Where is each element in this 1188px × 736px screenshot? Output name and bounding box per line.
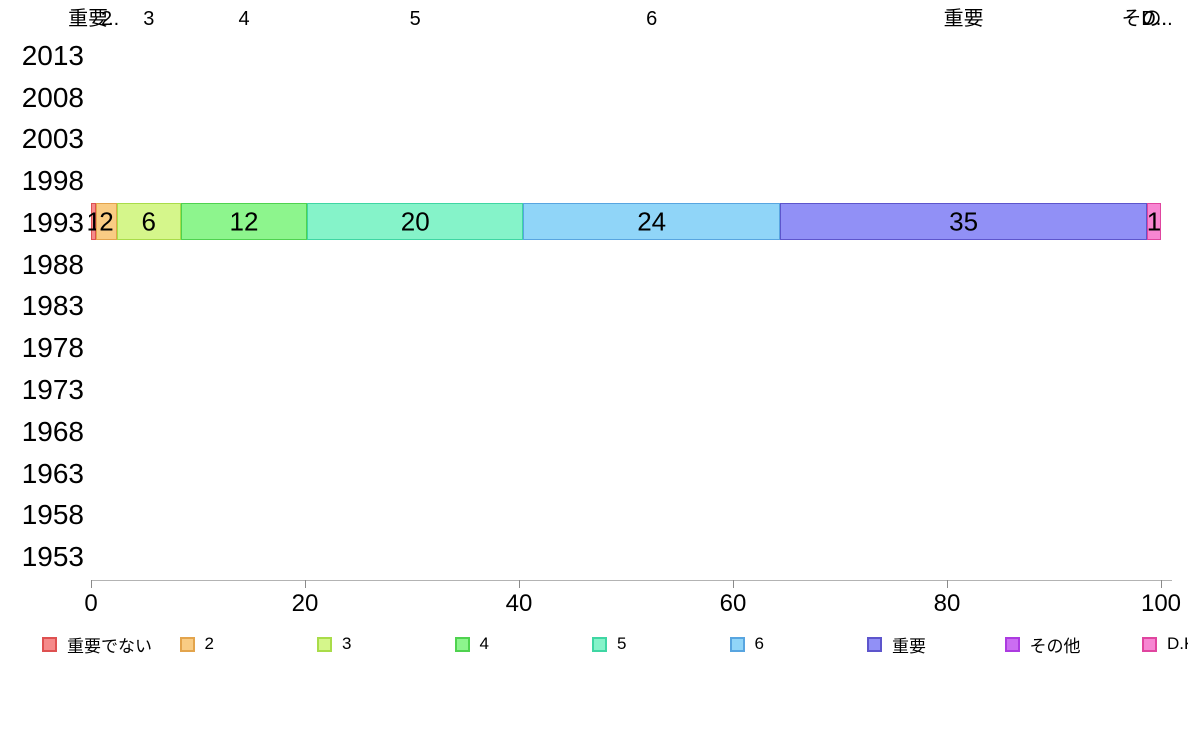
- legend-label: 2: [204, 634, 214, 653]
- x-axis-tick-label: 100: [1140, 590, 1182, 617]
- segment-top-label: 4: [238, 8, 250, 30]
- y-axis-year-label: 1988: [21, 248, 84, 280]
- x-axis-tick: [1160, 580, 1162, 588]
- legend-item: D.K.: [1142, 634, 1188, 654]
- bar-segment-9[interactable]: [1147, 203, 1161, 240]
- y-axis-year-label: 1968: [21, 415, 84, 447]
- legend-swatch: [867, 636, 882, 652]
- legend-item: 3: [317, 634, 351, 654]
- x-axis-tick-label: 60: [719, 590, 747, 617]
- legend-label: 5: [617, 634, 627, 653]
- legend-label: 重要: [892, 636, 926, 656]
- x-axis-tick-label: 40: [505, 590, 533, 617]
- legend-swatch: [179, 636, 195, 652]
- y-axis-year-label: 1973: [21, 374, 84, 406]
- segment-top-label: D..: [1141, 8, 1167, 30]
- segment-top-label: 重要..: [68, 8, 120, 30]
- segment-top-label: 重要: [943, 8, 984, 30]
- x-axis-tick: [732, 580, 734, 588]
- bar-segment-3[interactable]: [116, 203, 181, 240]
- y-axis-year-label: 1978: [21, 332, 84, 364]
- bar-value-label: 24: [637, 206, 667, 236]
- bar-value-label: 6: [141, 206, 156, 236]
- legend-swatch: [42, 636, 57, 652]
- legend-swatch: [454, 636, 470, 652]
- y-axis-year-label: 1953: [21, 541, 84, 573]
- bar-value-label: 1: [1146, 206, 1162, 236]
- segment-top-label: 3: [143, 8, 155, 30]
- x-axis-tick-label: 20: [291, 590, 319, 617]
- segment-top-labels: 重要.. 2 3 4 5 6 重要 その.. D..: [68, 6, 1173, 34]
- bar-value-label: 35: [949, 206, 979, 236]
- y-axis-year-label: 1998: [21, 165, 84, 197]
- segment-top-label: その..: [1121, 8, 1173, 30]
- x-axis-tick-label: 80: [933, 590, 961, 617]
- bar-segment-5[interactable]: [307, 203, 524, 240]
- legend-swatch: [1004, 636, 1020, 652]
- legend-item: 重要: [867, 634, 926, 656]
- segment-top-label: 6: [646, 8, 658, 30]
- legend-item: 2: [179, 634, 214, 654]
- bar-segment-7[interactable]: [780, 203, 1148, 240]
- bar-segment-1[interactable]: [91, 203, 97, 240]
- bar-value-label: 20: [400, 206, 430, 236]
- legend-label: D.K.: [1167, 634, 1188, 653]
- x-axis-tick: [304, 580, 306, 588]
- y-axis-year-label: 1993: [21, 206, 84, 238]
- legend-label: 4: [479, 634, 489, 653]
- x-axis-tick: [518, 580, 520, 588]
- legend-swatch: [729, 636, 745, 652]
- bar-value-label: 12: [229, 206, 259, 236]
- legend-item: 5: [592, 634, 626, 654]
- y-axis-year-label: 1963: [21, 457, 84, 489]
- segment-top-label: 2: [100, 8, 113, 30]
- stacked-bar-1993: 1 2 6 12 20 24 35 1: [86, 203, 1162, 240]
- legend-item: その他: [1004, 634, 1081, 656]
- y-axis-year-label: 2008: [21, 81, 84, 113]
- legend-swatch: [317, 636, 332, 652]
- y-axis-year-label: 2013: [21, 39, 84, 71]
- bar-segment-6[interactable]: [523, 203, 781, 240]
- legend-label: 3: [342, 634, 352, 653]
- x-axis-tick: [90, 580, 92, 588]
- y-axis-year-label: 1983: [21, 290, 84, 322]
- segment-top-label: 5: [409, 8, 421, 30]
- x-axis-tick-label: 0: [84, 590, 98, 617]
- x-axis-line: [91, 580, 1172, 581]
- legend-label: 重要でない: [67, 636, 152, 656]
- bar-segment-4[interactable]: [180, 203, 308, 240]
- legend-item: 6: [729, 634, 764, 654]
- bar-value-label: 2: [99, 206, 114, 236]
- legend-swatch: [1142, 636, 1157, 652]
- y-axis-year-label: 1958: [21, 499, 84, 531]
- legend-label: 6: [754, 634, 764, 653]
- y-axis-year-label: 2003: [21, 123, 84, 155]
- legend-item: 4: [454, 634, 489, 654]
- bar-segment-2[interactable]: [96, 203, 117, 240]
- legend: 重要でない 2 3 4 5 6 重要 その他 D.K.: [0, 634, 1188, 656]
- x-axis-tick: [946, 580, 948, 588]
- legend-item: 重要でない: [42, 634, 152, 656]
- legend-swatch: [592, 636, 607, 652]
- legend-label: その他: [1029, 636, 1081, 656]
